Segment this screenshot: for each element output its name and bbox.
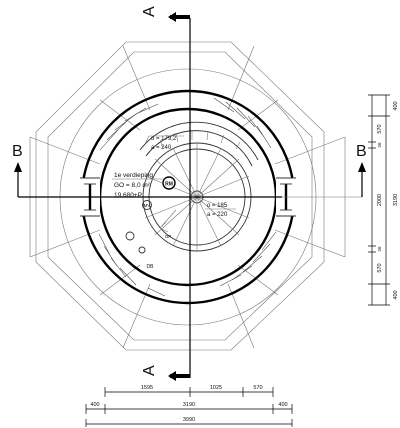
dim-right-inner-4: 570 bbox=[377, 263, 383, 272]
room-label-line1: 1e verdieping bbox=[114, 172, 153, 179]
shaft-circle-left bbox=[142, 200, 152, 210]
upper-annotation-line1: o = 179,2 bbox=[151, 136, 177, 142]
dim-right-outer-1: 3190 bbox=[393, 194, 399, 206]
dim-right-outer-2: 400 bbox=[393, 290, 399, 299]
section-b-left-label: B bbox=[12, 143, 23, 160]
stair-annotation-lower: o = 185 a = 220 bbox=[205, 203, 236, 218]
dim-bottom-row3-0: 3990 bbox=[183, 417, 195, 423]
outer-octagon bbox=[35, 41, 325, 351]
dim-right-inner-1: 26 bbox=[377, 142, 382, 148]
shaft-circle-small bbox=[138, 246, 146, 254]
rm-symbol-label: RM bbox=[165, 182, 173, 188]
dim-bottom-row2-2: 400 bbox=[278, 402, 287, 408]
dim-right-inner-0: 570 bbox=[377, 124, 383, 133]
shaft-circle-bottom bbox=[125, 231, 135, 241]
upper-annotation-line2: a = 240 bbox=[151, 145, 172, 151]
room-label-line3: 19.680+P bbox=[114, 192, 142, 199]
db-label: DB bbox=[147, 264, 155, 270]
dimension-chain-bottom: 1595 1025 570 400 3190 400 3990 bbox=[85, 385, 293, 427]
section-b-right-label: B bbox=[356, 143, 367, 160]
section-a-bottom-label: A bbox=[141, 365, 158, 376]
op-label: OP bbox=[165, 234, 172, 239]
dim-right-outer-0: 400 bbox=[393, 101, 399, 110]
room-label-line2: GO = 8,0 m² bbox=[114, 182, 151, 189]
dim-right-inner-3: 26 bbox=[377, 246, 382, 252]
dim-bottom-row2-1: 3190 bbox=[183, 402, 195, 408]
dim-bottom-row1-1: 1025 bbox=[210, 385, 222, 391]
mv-symbol-label: MV bbox=[144, 203, 151, 208]
section-line-a: A A bbox=[141, 6, 191, 381]
section-line-b: B B bbox=[12, 143, 367, 198]
section-a-top-label: A bbox=[141, 6, 158, 17]
dim-bottom-row1-2: 570 bbox=[253, 385, 262, 391]
dimension-chain-right: 400 3190 400 570 26 2000 26 570 bbox=[368, 94, 399, 306]
dim-right-inner-2: 2000 bbox=[377, 194, 383, 206]
lower-annotation-line1: o = 185 bbox=[207, 203, 228, 209]
wall-hatching bbox=[98, 97, 277, 297]
rm-symbol bbox=[162, 176, 176, 190]
lower-annotation-line2: a = 220 bbox=[207, 212, 228, 218]
stair-arrow bbox=[159, 209, 177, 233]
dim-bottom-row1-0: 1595 bbox=[141, 385, 153, 391]
stair-annotation-upper: o = 179,2 a = 240 bbox=[144, 135, 184, 151]
dim-bottom-row2-0: 400 bbox=[90, 402, 99, 408]
